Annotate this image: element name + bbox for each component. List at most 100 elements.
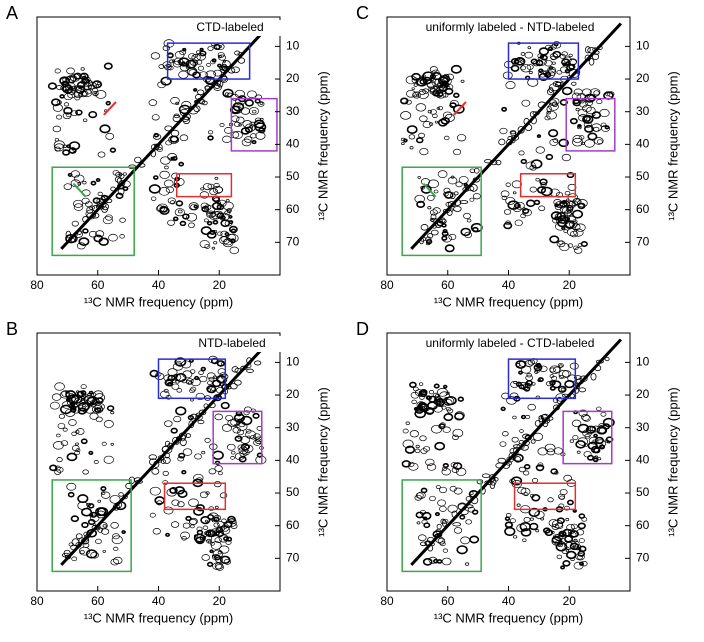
contour [217, 52, 225, 58]
contour [594, 365, 602, 372]
contour [600, 122, 607, 128]
contour [434, 511, 440, 517]
contour [441, 223, 447, 228]
contour [438, 423, 446, 430]
contour [88, 230, 98, 238]
contour [463, 212, 471, 220]
contour [549, 235, 560, 244]
contour [82, 228, 89, 234]
arrow [103, 101, 117, 116]
contour [67, 76, 76, 83]
contour [148, 454, 157, 460]
contour [584, 54, 591, 62]
contour [443, 191, 449, 197]
contour [549, 380, 556, 386]
contour [555, 81, 564, 86]
contour [520, 64, 532, 73]
contour [460, 79, 465, 83]
contour [208, 376, 215, 382]
contour [527, 46, 532, 50]
contour [404, 445, 416, 454]
contour [560, 565, 566, 570]
contour [580, 560, 588, 567]
contour [425, 395, 432, 401]
contour [459, 514, 466, 520]
contour [180, 531, 191, 540]
contour [75, 442, 79, 446]
contour [241, 138, 252, 147]
y-tick-label: 40 [636, 137, 650, 151]
contour [170, 521, 180, 528]
contour [411, 77, 419, 84]
contour [203, 403, 209, 409]
x-tick-label: 40 [502, 278, 516, 292]
contour [489, 481, 496, 490]
contour [226, 443, 236, 451]
contour [600, 411, 607, 417]
contour [437, 537, 446, 545]
contour [589, 426, 596, 431]
contour [50, 98, 61, 107]
contour [440, 518, 446, 525]
y-tick-label: 70 [286, 235, 300, 249]
contour [416, 491, 426, 499]
contour [594, 436, 605, 445]
contour [219, 123, 225, 128]
contour [520, 528, 532, 537]
contour [577, 125, 582, 130]
contour [524, 51, 534, 59]
contour [530, 439, 536, 444]
contour [226, 536, 233, 542]
y-tick-label: 30 [636, 420, 650, 434]
contour [544, 59, 553, 67]
contour [76, 229, 82, 235]
contour [524, 124, 533, 131]
x-tick-label: 80 [30, 278, 44, 292]
x-tick-label: 80 [30, 594, 44, 608]
contour [539, 178, 548, 186]
contour [447, 408, 454, 414]
contour [214, 537, 222, 544]
contour [450, 175, 455, 179]
contour [85, 79, 93, 87]
contour [179, 220, 187, 227]
x-tick-label: 40 [502, 594, 516, 608]
contour [518, 466, 526, 473]
contour-texture [401, 338, 622, 570]
contour [213, 481, 222, 488]
contour [89, 412, 99, 420]
contour [56, 100, 62, 105]
contour [419, 406, 426, 411]
contour [88, 110, 98, 119]
contour [541, 413, 550, 421]
contour [74, 95, 81, 101]
contour [558, 374, 564, 379]
contour [204, 437, 211, 443]
contour [214, 82, 221, 89]
panel-title: CTD-labeled [196, 20, 263, 34]
contour [530, 58, 538, 65]
x-axis-label: ¹³C NMR frequency (ppm) [84, 610, 234, 625]
contour [148, 184, 161, 194]
contour [536, 134, 542, 138]
contour [213, 197, 220, 203]
contour [95, 230, 105, 238]
highlight-box [507, 358, 577, 400]
contour [567, 193, 578, 202]
x-tick-label: 40 [152, 278, 166, 292]
contour [509, 447, 519, 455]
contour [178, 57, 190, 67]
contour [522, 208, 532, 217]
contour [230, 238, 236, 244]
contour [520, 414, 527, 420]
contour [547, 497, 554, 503]
contour [190, 398, 194, 402]
contour [537, 378, 542, 382]
contour [133, 477, 143, 483]
contour [566, 171, 575, 179]
contour [436, 559, 443, 564]
contour-texture [49, 338, 272, 571]
contour [199, 240, 210, 249]
contour [177, 456, 185, 462]
